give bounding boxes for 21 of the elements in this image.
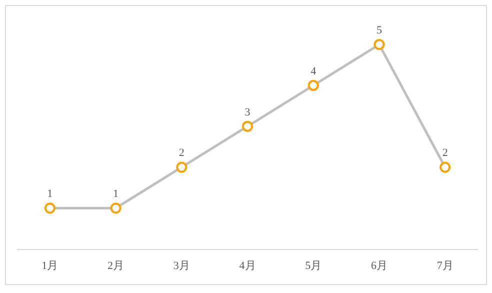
data-label: 4: [310, 65, 317, 78]
x-tick-label: 2月: [108, 260, 124, 272]
x-tick-label: 6月: [370, 260, 388, 272]
point: [110, 202, 122, 214]
point: [374, 39, 385, 50]
data-label: 1: [47, 188, 53, 200]
data-label: 3: [244, 106, 251, 118]
data-label: 1: [113, 188, 119, 200]
point: [176, 162, 188, 173]
point: [44, 202, 56, 214]
data-label: 5: [376, 24, 382, 37]
x-tick-label: 4月: [239, 260, 256, 272]
x-tick-label: 5月: [305, 260, 322, 272]
data-label: 2: [178, 147, 184, 160]
x-tick-label: 7月: [436, 260, 454, 272]
point: [242, 120, 253, 132]
x-tick-label: 3月: [173, 260, 190, 272]
data-label: 2: [442, 147, 448, 160]
x-tick-label: 1月: [42, 260, 58, 272]
point: [440, 162, 451, 173]
point: [308, 80, 319, 91]
